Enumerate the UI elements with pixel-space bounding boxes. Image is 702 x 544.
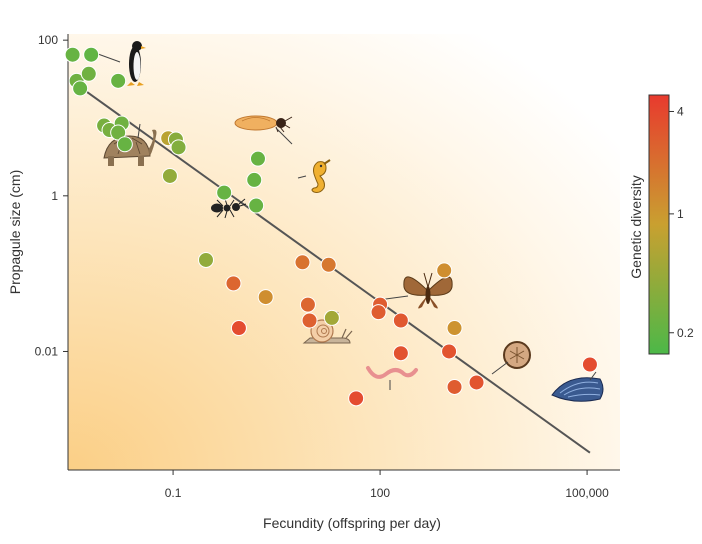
mussel-icon	[551, 377, 604, 402]
data-point	[170, 139, 187, 156]
data-point	[446, 320, 463, 337]
data-point	[446, 378, 463, 395]
colorbar-tick-label: 0.2	[677, 326, 694, 340]
termite-icon	[234, 115, 293, 133]
data-point	[249, 150, 266, 167]
data-point	[72, 80, 89, 97]
data-point	[248, 197, 265, 214]
plot-background	[68, 34, 620, 470]
penguin-icon	[127, 41, 146, 86]
colorbar-title: Genetic diversity	[628, 175, 644, 278]
data-point	[441, 343, 458, 360]
ant-icon	[211, 198, 247, 219]
worm-icon	[366, 366, 418, 379]
data-point	[64, 46, 81, 63]
data-point	[83, 46, 100, 63]
data-point	[370, 304, 387, 321]
data-point	[161, 167, 178, 184]
connector-lines	[97, 53, 597, 390]
snail-icon	[302, 319, 353, 344]
data-point	[225, 275, 242, 292]
x-tick-label: 100,000	[565, 486, 609, 500]
data-point	[320, 256, 337, 273]
data-point	[436, 262, 453, 279]
data-point	[230, 320, 247, 337]
y-tick-label: 1	[51, 189, 58, 203]
trend-line	[79, 86, 591, 454]
data-point	[581, 356, 598, 373]
data-point	[468, 374, 485, 391]
x-tick-label: 100	[370, 486, 390, 500]
seahorse-icon	[311, 159, 331, 193]
x-axis-title: Fecundity (offspring per day)	[263, 515, 441, 531]
data-point	[301, 312, 318, 329]
data-point	[348, 390, 365, 407]
data-point	[392, 345, 409, 362]
data-point	[198, 251, 214, 268]
data-point	[116, 136, 133, 153]
colorbar-tick-label: 1	[677, 207, 684, 221]
data-point	[80, 65, 97, 82]
data-point	[294, 254, 311, 271]
y-tick-label: 100	[38, 33, 58, 47]
colorbar-tick-label: 4	[677, 104, 684, 118]
data-point	[299, 296, 316, 313]
x-tick-label: 0.1	[165, 486, 182, 500]
y-tick-label: 0.01	[35, 344, 59, 358]
data-point	[246, 171, 263, 188]
colorbar	[648, 94, 670, 355]
data-points	[64, 46, 598, 407]
data-point	[392, 312, 409, 329]
data-point	[110, 72, 127, 89]
data-point	[323, 309, 340, 326]
data-point	[257, 289, 274, 306]
moth-icon	[403, 272, 453, 309]
y-axis-title: Propagule size (cm)	[7, 170, 23, 295]
data-point	[216, 184, 233, 201]
sand-dollar-icon	[503, 341, 531, 369]
